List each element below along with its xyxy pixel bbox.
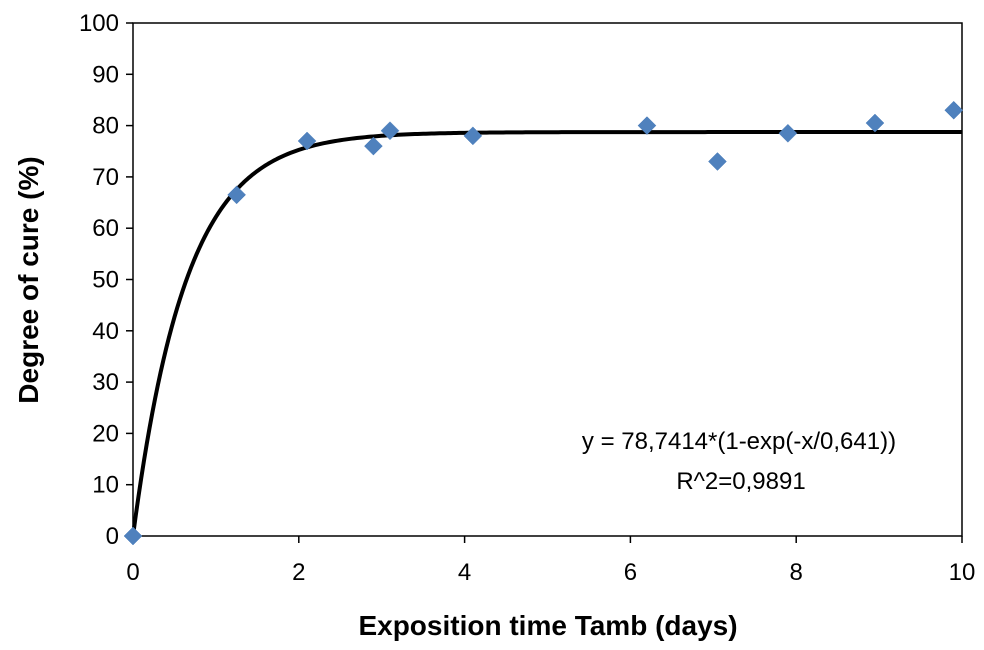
x-tick-label: 0 xyxy=(126,559,139,586)
x-tick-label: 2 xyxy=(292,559,305,586)
fit-curve xyxy=(131,130,962,537)
plot-area xyxy=(132,22,963,537)
data-point xyxy=(123,526,143,546)
data-point xyxy=(708,152,727,171)
y-tick-label: 40 xyxy=(92,318,119,345)
data-point xyxy=(380,121,400,141)
data-point xyxy=(778,123,798,143)
x-axis-title: Exposition time Tamb (days) xyxy=(358,610,737,641)
data-point xyxy=(364,136,383,156)
data-point xyxy=(944,100,964,120)
y-tick-label: 10 xyxy=(92,472,119,499)
y-tick-label: 60 xyxy=(92,215,119,242)
y-tick-label: 70 xyxy=(92,164,119,191)
data-points xyxy=(123,100,964,546)
y-axis-title: Degree of cure (%) xyxy=(13,156,44,403)
fit-r-squared: R^2=0,9891 xyxy=(676,468,805,495)
x-tick-label: 8 xyxy=(790,559,803,586)
x-tick-label: 6 xyxy=(624,559,637,586)
x-tick-label: 4 xyxy=(458,559,471,586)
y-tick-label: 0 xyxy=(106,523,119,550)
data-point xyxy=(227,185,246,205)
x-axis-ticks: 0 2 4 6 8 10 xyxy=(126,536,975,586)
y-tick-label: 30 xyxy=(92,369,119,396)
y-tick-label: 50 xyxy=(92,267,119,294)
fit-equation: y = 78,7414*(1-exp(-x/0,641)) xyxy=(582,428,896,455)
y-axis-ticks: 0 10 20 30 40 50 60 70 80 90 100 xyxy=(79,10,133,550)
y-tick-label: 100 xyxy=(79,10,119,37)
fit-layer xyxy=(131,130,962,537)
data-point xyxy=(463,126,483,146)
y-tick-label: 80 xyxy=(92,113,119,140)
data-point xyxy=(297,131,317,151)
x-tick-label: 10 xyxy=(949,559,976,586)
data-point xyxy=(637,116,657,135)
y-tick-label: 90 xyxy=(92,61,119,88)
data-point xyxy=(865,113,885,133)
y-tick-label: 20 xyxy=(92,420,119,447)
